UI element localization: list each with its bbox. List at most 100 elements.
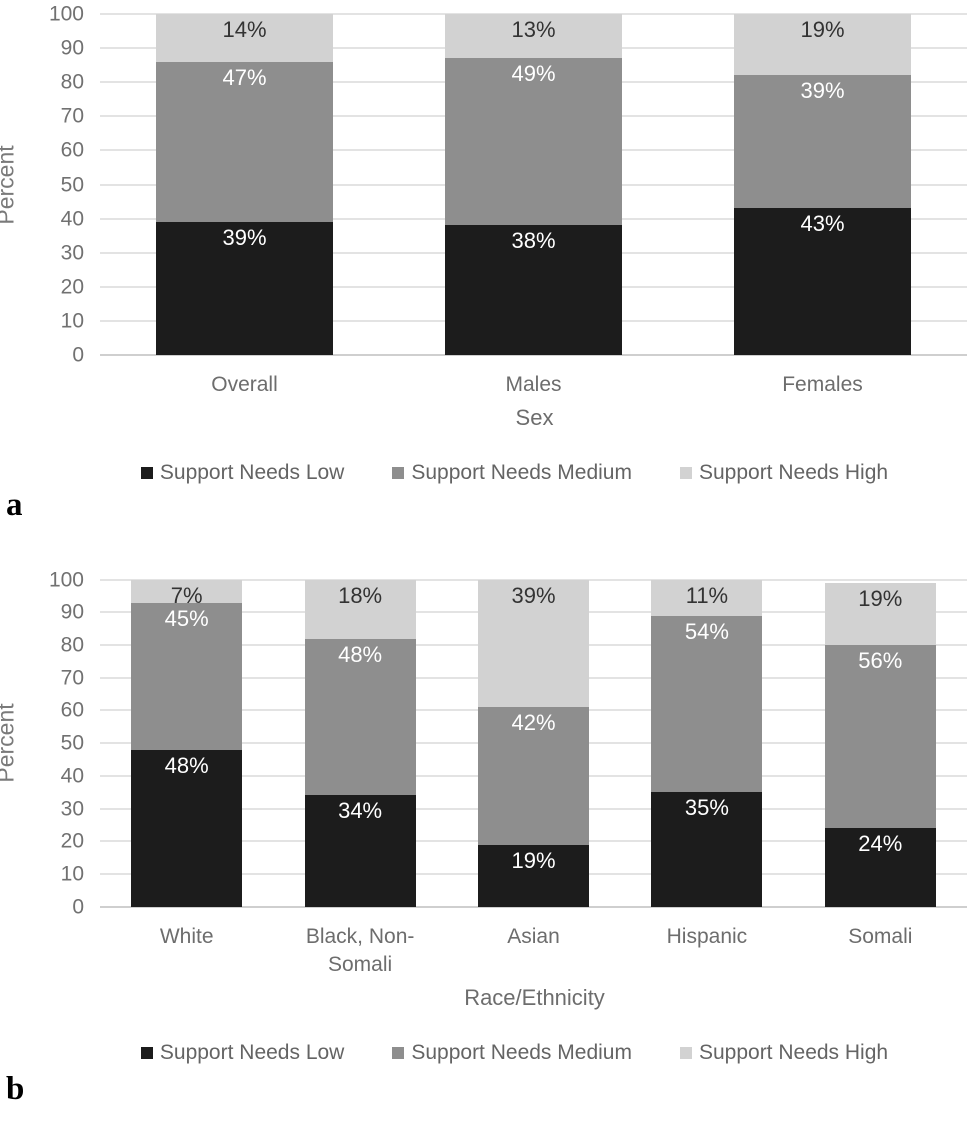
y-tick-label: 60 xyxy=(60,138,84,162)
y-tick-label: 40 xyxy=(60,764,84,788)
bar-segment-label: 48% xyxy=(164,752,209,778)
y-tick-label: 30 xyxy=(60,241,84,265)
bar-segment-label: 49% xyxy=(511,61,556,87)
bar-segment: 35% xyxy=(651,792,763,907)
bar-slot: 39% 47% 14% xyxy=(100,14,389,355)
plot-area: Percent 0 10 20 30 40 50 60 70 80 90 100 48% 45% 7% 34… xyxy=(0,569,967,917)
bar-segment: 24% xyxy=(824,828,936,907)
stacked-bar: 39% 47% 14% xyxy=(156,14,333,355)
bar-slot: 48% 45% 7% xyxy=(100,579,273,907)
stacked-bar: 38% 49% 13% xyxy=(445,14,622,355)
bar-segment-label: 39% xyxy=(800,78,845,104)
bar-segment: 18% xyxy=(304,579,416,639)
legend-label-low: Support Needs Low xyxy=(159,461,345,485)
plot-area: Percent 0 10 20 30 40 50 60 70 80 90 100 39% 47% 14% 3… xyxy=(0,4,967,366)
bar-segment-label: 42% xyxy=(511,710,556,736)
category-label: Black, Non-Somali xyxy=(305,924,415,976)
bar-segment: 47% xyxy=(156,61,333,223)
y-tick-label: 0 xyxy=(72,895,84,919)
gridline xyxy=(100,905,967,908)
legend-label-high: Support Needs High xyxy=(698,1041,889,1065)
stacked-bar: 48% 45% 7% xyxy=(131,579,243,907)
bar-segment: 13% xyxy=(445,14,622,59)
bar-segment-label: 54% xyxy=(684,618,729,644)
chart-panel-b: Percent 0 10 20 30 40 50 60 70 80 90 100 48% 45% 7% 34… xyxy=(0,569,969,1108)
y-tick-label: 100 xyxy=(48,2,84,26)
bar-segment-label: 39% xyxy=(511,582,556,608)
legend-label-high: Support Needs High xyxy=(698,461,889,485)
y-axis-title: Percent xyxy=(0,144,19,225)
gridline xyxy=(100,13,967,15)
stacked-bar: 19% 42% 39% xyxy=(478,579,589,907)
bar-segment-label: 19% xyxy=(858,585,903,611)
category-label: Males xyxy=(505,373,562,396)
y-tick-label: 80 xyxy=(60,633,84,657)
bar-segment: 45% xyxy=(131,602,243,750)
bar-segment: 14% xyxy=(156,14,333,62)
bar-segment-label: 45% xyxy=(164,605,209,631)
bar-slot: 19% 42% 39% xyxy=(447,579,620,907)
bar-segment-label: 24% xyxy=(858,831,903,857)
category-label: White xyxy=(159,924,214,948)
bar-segment: 38% xyxy=(445,225,622,355)
y-axis-title: Percent xyxy=(0,703,19,783)
x-axis-title: Race/Ethnicity xyxy=(464,985,605,1011)
bar-segment: 39% xyxy=(478,579,589,708)
bar-segment-label: 14% xyxy=(222,17,267,43)
bar-segment-label: 34% xyxy=(338,798,383,824)
y-tick-label: 0 xyxy=(72,343,84,367)
bar-slot: 35% 54% 11% xyxy=(620,579,793,907)
bar-slot: 24% 56% 19% xyxy=(794,580,967,907)
bar-segment-label: 43% xyxy=(800,211,845,237)
bar-segment: 39% xyxy=(734,75,911,209)
bar-segment-label: 7% xyxy=(170,582,203,608)
bar-segment: 48% xyxy=(131,749,243,907)
legend-swatch-low-icon xyxy=(140,1047,153,1060)
y-tick-label: 40 xyxy=(60,207,84,231)
legend-swatch-high-icon xyxy=(679,467,692,480)
bar-segment: 39% xyxy=(156,222,333,355)
legend-item-medium: Support Needs Medium xyxy=(392,461,632,485)
legend-swatch-medium-icon xyxy=(392,467,405,480)
bar-segment: 42% xyxy=(478,707,589,845)
legend-label-medium: Support Needs Medium xyxy=(411,461,632,485)
x-axis-category-labels: Overall Males Females xyxy=(100,371,967,399)
y-tick-label: 20 xyxy=(60,829,84,853)
legend-item-low: Support Needs Low xyxy=(140,1041,345,1065)
y-tick-label: 70 xyxy=(60,104,84,128)
y-tick-label: 50 xyxy=(60,731,84,755)
legend-item-high: Support Needs High xyxy=(679,1041,889,1065)
bar-segment-label: 11% xyxy=(685,582,729,608)
category-label: Females xyxy=(782,373,863,396)
y-tick-label: 10 xyxy=(60,862,84,886)
stacked-bar: 34% 48% 18% xyxy=(304,579,416,907)
gridline xyxy=(100,354,967,356)
bar-segment-label: 38% xyxy=(511,228,556,254)
y-tick-label: 30 xyxy=(60,797,84,821)
y-tick-label: 20 xyxy=(60,275,84,299)
panel-letter-b: b xyxy=(6,1071,25,1108)
bar-segment-label: 56% xyxy=(858,648,903,674)
bar-segment: 34% xyxy=(304,795,416,907)
bar-segment-label: 39% xyxy=(222,225,267,251)
legend-item-high: Support Needs High xyxy=(679,461,889,485)
bar-segment: 54% xyxy=(651,615,763,793)
bar-segment: 56% xyxy=(824,645,936,829)
x-axis-title: Sex xyxy=(515,405,554,431)
bar-segment-label: 18% xyxy=(338,582,383,608)
bar-segment: 49% xyxy=(445,58,622,226)
panel-letter-a: a xyxy=(6,487,23,524)
legend-swatch-medium-icon xyxy=(392,1047,405,1060)
bar-segment: 48% xyxy=(304,638,416,796)
category-label: Hispanic xyxy=(666,924,748,948)
bar-segment-label: 19% xyxy=(800,17,845,43)
gridline xyxy=(100,578,967,581)
legend-label-low: Support Needs Low xyxy=(159,1041,345,1065)
bars-container: 48% 45% 7% 34% 48% 18% 19% 42% 39% 35% 54% 11% 24% 56… xyxy=(100,579,967,907)
category-label: Overall xyxy=(211,373,278,396)
bar-segment-label: 35% xyxy=(684,795,729,821)
y-tick-label: 80 xyxy=(60,70,84,94)
legend-label-medium: Support Needs Medium xyxy=(411,1041,632,1065)
y-tick-label: 60 xyxy=(60,698,84,722)
y-tick-label: 10 xyxy=(60,309,84,333)
